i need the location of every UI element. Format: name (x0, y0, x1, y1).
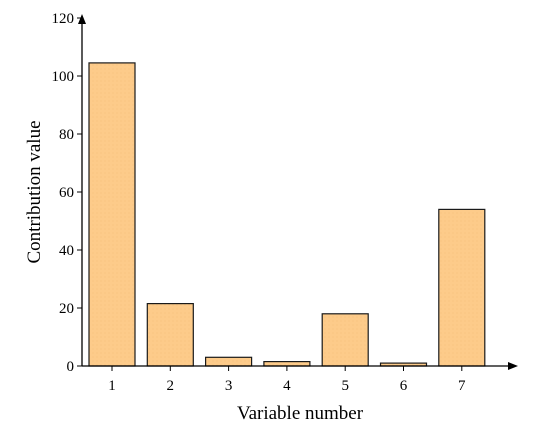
x-tick-label: 6 (400, 378, 408, 394)
y-tick-label: 40 (59, 243, 74, 259)
y-axis-arrow (78, 14, 86, 24)
x-tick-label: 1 (108, 378, 116, 394)
x-axis-arrow (508, 362, 518, 370)
bar-7 (438, 208, 486, 367)
y-tick-label: 80 (59, 127, 74, 143)
x-tick-label: 3 (225, 378, 233, 394)
bar-5 (321, 313, 369, 367)
bar-2 (146, 303, 194, 367)
bars-group (88, 62, 486, 367)
y-tick-label: 20 (59, 301, 74, 317)
x-tick-label: 4 (283, 378, 291, 394)
y-tick-label: 60 (59, 185, 74, 201)
x-axis-label: Variable number (237, 403, 364, 424)
y-axis-label: Contribution value (24, 120, 45, 263)
bar-4 (263, 361, 311, 367)
bar-3 (205, 356, 253, 367)
x-tick-label: 5 (341, 378, 349, 394)
x-axis-ticks: 1 2 3 4 5 6 7 (108, 366, 466, 394)
x-tick-label: 2 (167, 378, 175, 394)
y-axis-ticks: 0 20 40 60 80 100 120 (52, 11, 82, 375)
y-tick-label: 100 (52, 69, 75, 85)
bar-1 (88, 62, 136, 367)
y-tick-label: 0 (67, 359, 75, 375)
y-tick-label: 120 (52, 11, 75, 27)
x-tick-label: 7 (458, 378, 466, 394)
